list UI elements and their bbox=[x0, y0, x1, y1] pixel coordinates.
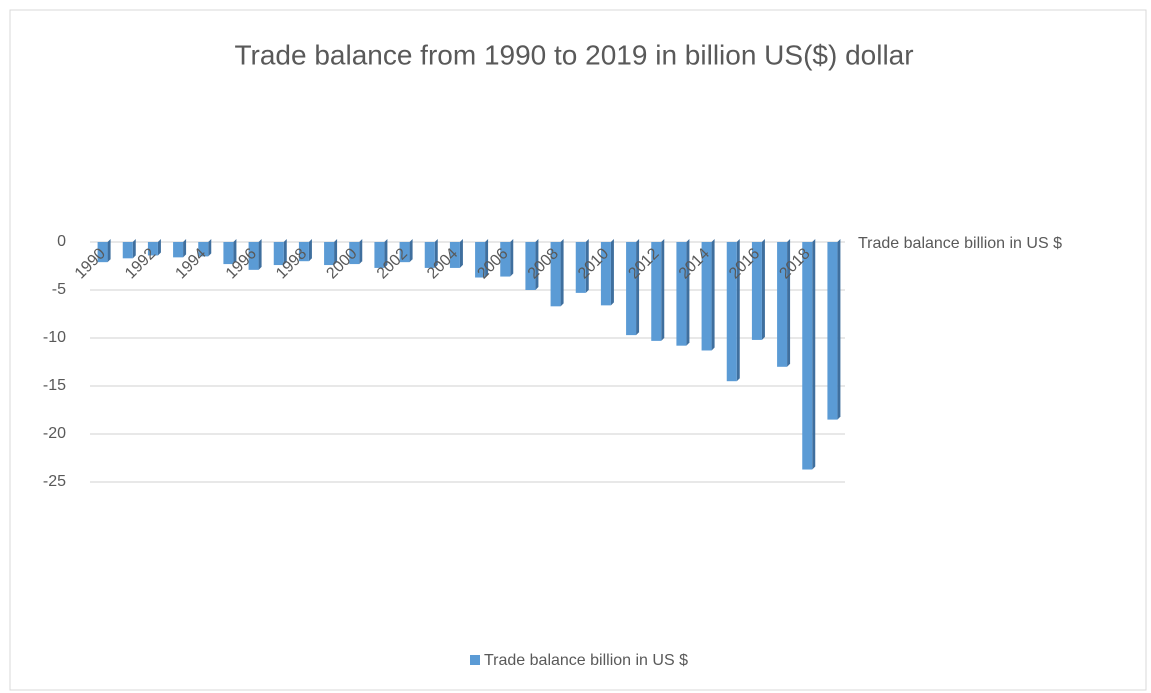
bar-side bbox=[736, 239, 740, 382]
bar bbox=[802, 242, 813, 470]
bar bbox=[248, 242, 259, 270]
bar bbox=[751, 242, 762, 340]
bar-side bbox=[661, 239, 665, 341]
bar-side bbox=[585, 239, 589, 293]
y-tick-label: -15 bbox=[43, 377, 66, 394]
bar bbox=[399, 242, 410, 263]
bar bbox=[449, 242, 460, 268]
bar bbox=[777, 242, 788, 367]
bar-side bbox=[384, 239, 388, 268]
bar-side bbox=[283, 239, 287, 266]
bar-side bbox=[308, 239, 312, 262]
y-tick-label: -5 bbox=[52, 281, 66, 298]
y-tick-label: -20 bbox=[43, 425, 66, 442]
bar-side bbox=[107, 239, 111, 263]
bar bbox=[122, 242, 133, 259]
bar bbox=[575, 242, 586, 293]
bar bbox=[298, 242, 309, 262]
bar bbox=[827, 242, 838, 420]
bar-side bbox=[334, 239, 338, 266]
bar bbox=[223, 242, 234, 265]
bar bbox=[600, 242, 611, 306]
bar-side bbox=[686, 239, 690, 346]
bar bbox=[374, 242, 385, 268]
bar-side bbox=[711, 239, 715, 351]
chart-title: Trade balance from 1990 to 2019 in billi… bbox=[234, 39, 913, 70]
bar bbox=[349, 242, 360, 265]
bar-side bbox=[535, 239, 539, 290]
bar-side bbox=[787, 239, 791, 367]
bar-side bbox=[359, 239, 363, 265]
bar-side bbox=[208, 239, 212, 257]
bar-side bbox=[434, 239, 438, 268]
bar-side bbox=[510, 239, 514, 277]
bar bbox=[273, 242, 284, 266]
bar-side bbox=[560, 239, 564, 307]
bar-side bbox=[485, 239, 489, 278]
bar-side bbox=[837, 239, 841, 420]
bar-side bbox=[761, 239, 765, 340]
bar bbox=[424, 242, 435, 268]
legend-label: Trade balance billion in US $ bbox=[484, 652, 688, 669]
y-tick-label: 0 bbox=[57, 233, 66, 250]
bar bbox=[97, 242, 108, 263]
bar-side bbox=[409, 239, 413, 263]
bar-side bbox=[812, 239, 816, 470]
legend-swatch bbox=[470, 655, 480, 665]
bar bbox=[651, 242, 662, 341]
bar bbox=[198, 242, 209, 257]
bar bbox=[324, 242, 335, 266]
bar-side bbox=[132, 239, 136, 259]
bar-side bbox=[636, 239, 640, 336]
bar bbox=[147, 242, 158, 256]
bar bbox=[500, 242, 511, 277]
bar bbox=[525, 242, 536, 290]
bar-side bbox=[157, 239, 161, 256]
chart-border bbox=[9, 9, 1147, 691]
bar-side bbox=[258, 239, 262, 270]
bar bbox=[726, 242, 737, 382]
bar-side bbox=[233, 239, 237, 265]
bar bbox=[676, 242, 687, 346]
bar bbox=[626, 242, 637, 336]
bar-side bbox=[183, 239, 187, 258]
bar bbox=[173, 242, 184, 258]
bar bbox=[550, 242, 561, 307]
bar bbox=[475, 242, 486, 278]
y-tick-label: -10 bbox=[43, 329, 66, 346]
bar-side bbox=[459, 239, 463, 268]
y-tick-label: -25 bbox=[43, 473, 66, 490]
bar-side bbox=[610, 239, 614, 306]
bar bbox=[701, 242, 712, 351]
series-label: Trade balance billion in US $ bbox=[858, 235, 1062, 252]
